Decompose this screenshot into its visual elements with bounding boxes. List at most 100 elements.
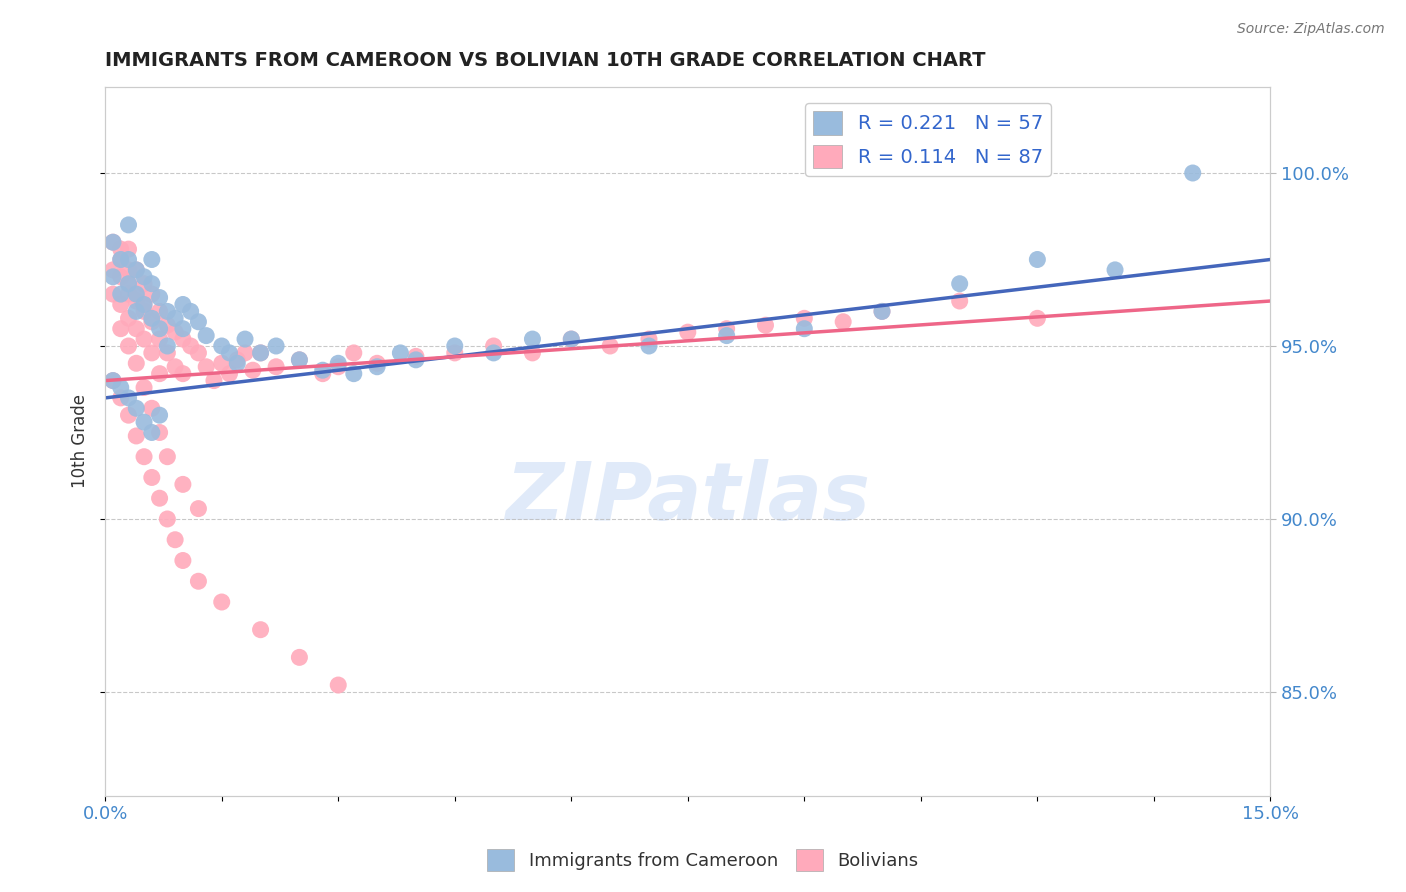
Point (249, 346, 271, 360)
Point (754, 318, 776, 333)
Point (343, 346, 366, 360)
Point (132, 297, 155, 311)
Point (125, 401, 148, 416)
Point (117, 391, 139, 405)
Point (132, 277, 155, 291)
Point (522, 332, 544, 346)
Point (288, 352, 311, 367)
Point (125, 356, 148, 370)
Point (141, 252, 163, 267)
Point (117, 242, 139, 256)
Point (180, 304, 202, 318)
Point (132, 269, 155, 284)
Point (405, 350, 427, 364)
Point (366, 356, 388, 370)
Point (125, 263, 148, 277)
Point (149, 367, 172, 381)
Point (218, 346, 240, 360)
Point (1181, 166, 1204, 180)
Point (110, 252, 132, 267)
Point (288, 650, 311, 665)
Point (328, 359, 350, 374)
Point (195, 359, 218, 374)
Point (870, 304, 893, 318)
Point (101, 269, 124, 284)
Point (676, 325, 699, 339)
Point (187, 315, 209, 329)
Point (165, 325, 187, 339)
Point (793, 321, 815, 335)
Point (141, 470, 163, 484)
Point (233, 346, 256, 360)
Point (156, 450, 179, 464)
Point (949, 277, 972, 291)
Point (793, 311, 815, 326)
Legend: Immigrants from Cameroon, Bolivians: Immigrants from Cameroon, Bolivians (479, 842, 927, 879)
Point (312, 367, 335, 381)
Text: ZIPatlas: ZIPatlas (505, 458, 870, 537)
Point (211, 595, 233, 609)
Point (187, 346, 209, 360)
Point (599, 339, 621, 353)
Point (141, 277, 163, 291)
Point (117, 339, 139, 353)
Point (218, 367, 240, 381)
Point (141, 425, 163, 440)
Point (226, 352, 249, 367)
Point (172, 332, 194, 346)
Point (165, 311, 187, 326)
Point (156, 304, 179, 318)
Point (110, 287, 132, 301)
Point (716, 321, 738, 335)
Point (366, 359, 388, 374)
Point (117, 263, 139, 277)
Point (832, 315, 855, 329)
Point (141, 315, 163, 329)
Point (149, 408, 172, 422)
Point (125, 304, 148, 318)
Point (117, 287, 139, 301)
Point (132, 304, 155, 318)
Point (202, 374, 225, 388)
Point (110, 252, 132, 267)
Point (716, 328, 738, 343)
Point (1026, 311, 1049, 326)
Point (187, 574, 209, 589)
Point (156, 318, 179, 333)
Point (172, 553, 194, 567)
Point (132, 297, 155, 311)
Point (132, 450, 155, 464)
Point (328, 678, 350, 692)
Point (101, 374, 124, 388)
Point (249, 623, 271, 637)
Point (110, 380, 132, 394)
Point (149, 491, 172, 506)
Point (312, 363, 335, 377)
Point (180, 339, 202, 353)
Point (405, 352, 427, 367)
Point (165, 359, 187, 374)
Point (482, 339, 505, 353)
Point (560, 332, 582, 346)
Point (249, 346, 271, 360)
Point (264, 359, 287, 374)
Point (101, 235, 124, 250)
Point (149, 332, 172, 346)
Point (156, 512, 179, 526)
Point (117, 252, 139, 267)
Point (132, 415, 155, 429)
Point (125, 287, 148, 301)
Point (1104, 263, 1126, 277)
Point (101, 263, 124, 277)
Point (110, 297, 132, 311)
Point (117, 277, 139, 291)
Point (110, 321, 132, 335)
Point (141, 346, 163, 360)
Point (141, 401, 163, 416)
Point (949, 293, 972, 308)
Point (172, 367, 194, 381)
Point (264, 339, 287, 353)
Text: Source: ZipAtlas.com: Source: ZipAtlas.com (1237, 22, 1385, 37)
Point (211, 339, 233, 353)
Point (149, 321, 172, 335)
